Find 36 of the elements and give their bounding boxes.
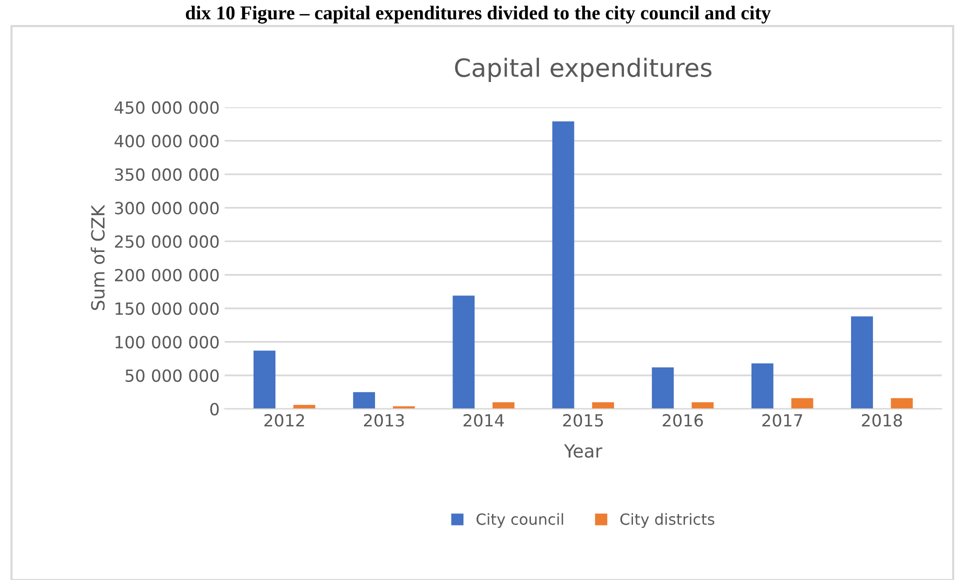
text: dix 10 Figure – capital expenditures divided to the city council and city xyxy=(186,6,771,24)
bar xyxy=(552,121,574,409)
legend-label: City council xyxy=(476,513,564,528)
bar xyxy=(452,296,475,409)
legend-label: City districts xyxy=(620,513,714,528)
y-tick-label: 50 000 000 xyxy=(126,369,219,382)
x-tick-label: 2017 xyxy=(762,414,802,427)
x-tick-label: 2016 xyxy=(662,414,703,427)
y-tick-label: 400 000 000 xyxy=(114,134,219,148)
y-tick-label: 200 000 000 xyxy=(114,268,219,282)
x-axis-title: Year xyxy=(564,444,602,458)
bar xyxy=(592,402,614,409)
bar xyxy=(254,350,276,409)
y-tick-label: 300 000 000 xyxy=(115,202,219,214)
y-tick-label: 150 000 000 xyxy=(116,302,219,315)
bar xyxy=(890,398,913,409)
bar xyxy=(652,367,674,409)
x-tick-label: 2018 xyxy=(862,414,902,427)
y-axis-title: Sum of CZK xyxy=(90,204,105,310)
bar xyxy=(751,363,774,409)
x-tick-label: 2012 xyxy=(264,414,304,427)
bar xyxy=(392,406,415,409)
y-tick-label: 100 000 000 xyxy=(116,336,219,348)
bar xyxy=(692,402,714,409)
y-tick-label: 0 xyxy=(210,402,219,416)
x-tick-label: 2014 xyxy=(464,414,504,427)
bar xyxy=(851,316,873,409)
x-tick-label: 2013 xyxy=(364,414,404,427)
bar xyxy=(353,392,376,409)
y-tick-label: 350 000 000 xyxy=(115,168,219,181)
y-tick-label: 450 000 000 xyxy=(114,101,219,114)
x-tick-label: 2015 xyxy=(563,414,603,427)
bar xyxy=(791,398,814,409)
y-tick-label: 250 000 000 xyxy=(114,235,219,248)
chart-title: Capital expenditures xyxy=(455,58,712,82)
bar xyxy=(492,402,514,409)
